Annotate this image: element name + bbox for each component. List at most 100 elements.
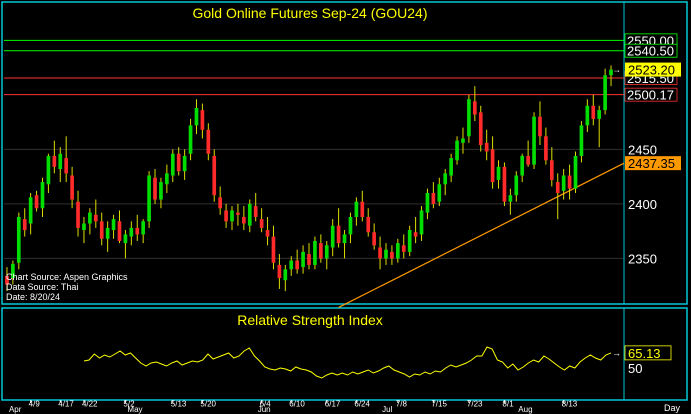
candle-body [194,107,199,126]
candle-body [549,160,554,180]
candle-body [348,216,353,235]
candle-body [182,155,187,172]
month-label: Jun [258,405,271,414]
candle-body [437,184,442,202]
x-tick-label: 6/24 [354,400,370,409]
candle-body [455,140,459,161]
candle-body [407,230,412,252]
candle-body [431,192,436,204]
candle-body [170,153,175,176]
x-tick-label: 6/17 [325,400,341,409]
month-label: Aug [518,405,532,414]
candle-body [384,249,388,259]
candle-body [324,245,329,259]
date-note: Date: 8/20/24 [6,292,60,302]
candle-body [76,201,80,228]
candle-body [514,175,519,196]
candle-body [58,153,63,169]
chart-source-note: Chart Source: Aspen Graphics [6,272,128,282]
candle-body [585,105,590,126]
candle-body [372,232,376,246]
candle-body [259,219,264,228]
rsi-line [83,346,612,379]
x-tick-label: 4/22 [82,400,98,409]
candle-body [253,206,258,217]
x-tick-label: 6/10 [289,400,305,409]
candle-body [561,175,566,191]
candle-body [532,116,536,165]
candle-body [105,227,110,239]
candle-body [354,201,359,217]
candle-body [461,138,465,143]
y-tick-label: 2400 [628,197,657,212]
candle-body [579,125,584,156]
candle-body [111,219,116,231]
horizontal-levels [4,39,624,96]
month-label: Apr [9,405,22,414]
candle-body [336,225,341,244]
candle-body [478,112,483,146]
candle-body [496,166,501,180]
month-label: May [127,405,142,414]
candle-body [265,230,270,237]
candle-body [544,136,548,161]
candle-body [123,234,128,244]
rsi-series [83,346,612,379]
x-axis-unit: Day [664,403,681,413]
candle-body [40,182,45,209]
candle-body [609,69,613,76]
month-label: Jul [382,405,392,414]
candle-body [230,210,234,222]
x-tick-label: 4/17 [58,400,74,409]
candle-body [597,110,602,119]
candle-body [247,203,252,226]
x-tick-label: 5/20 [200,400,216,409]
candle-body [401,245,406,252]
candle-body [46,155,51,185]
candle-body [212,155,217,196]
x-tick-label: 7/23 [467,400,483,409]
rsi-title: Relative Strength Index [237,312,383,328]
candle-body [508,195,513,202]
candle-body [360,201,365,217]
candle-body [342,234,347,244]
candle-body [117,221,122,241]
candle-body [218,197,223,209]
candle-body [319,243,323,259]
last-price-label: 2523.20 [628,63,675,78]
trendline-label-box [625,156,681,171]
last-price-box [625,62,681,77]
candle-body [472,101,477,115]
candle-body [591,105,596,119]
candle-body [283,269,288,281]
rsi-last-arrow: → [612,348,621,358]
candle-body [301,251,305,268]
candle-body [22,219,27,231]
candle-body [573,155,578,189]
candle-body [378,247,382,259]
x-tick-label: 8/1 [502,400,514,409]
candle-body [82,223,86,231]
candle-body [449,158,453,176]
candle-body [88,212,92,224]
candle-body [147,175,151,222]
rsi-pane-frame [1,307,688,401]
candle-body [5,275,9,285]
candle-body [165,173,169,185]
candle-body [236,212,240,215]
candle-body [603,75,607,111]
x-tick-label: 5/2 [123,400,135,409]
candle-body [224,210,228,222]
candle-body [425,192,430,213]
candle-body [64,158,69,174]
y-tick-label: 2350 [628,251,657,266]
x-tick-label: 5/13 [171,400,187,409]
x-tick-label: 8/13 [562,400,578,409]
candle-body [395,243,400,259]
trendline-label: 2437.35 [628,156,675,171]
candle-body [443,173,448,185]
candle-body [176,153,181,172]
candle-body [538,116,542,137]
